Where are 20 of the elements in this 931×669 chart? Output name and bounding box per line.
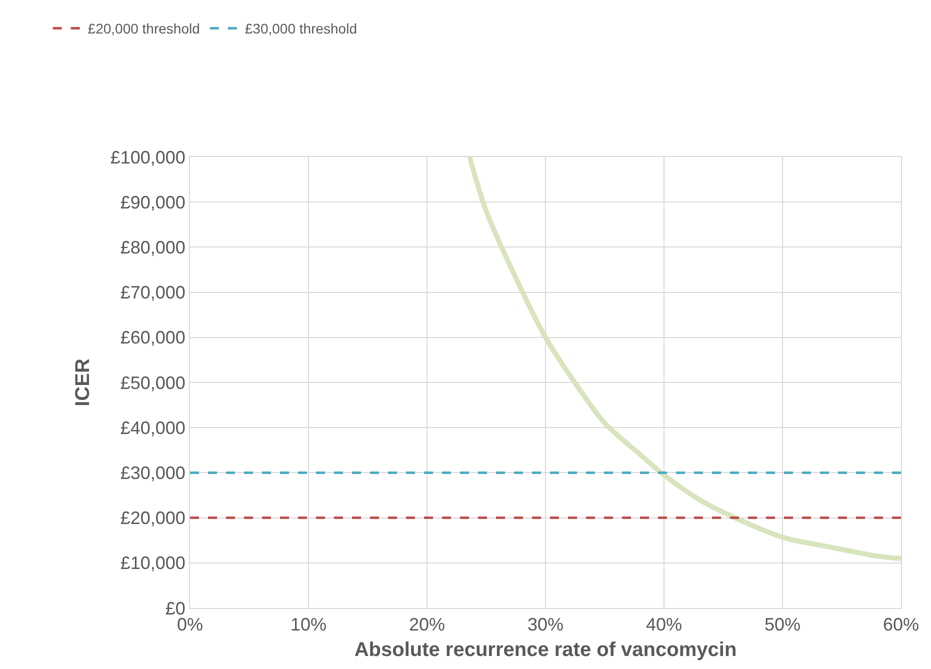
- y-tick-label: £10,000: [120, 553, 186, 574]
- legend-label: £30,000 threshold: [244, 20, 357, 37]
- y-tick-label: £30,000: [120, 463, 186, 483]
- x-tick-label: 10%: [290, 614, 327, 635]
- x-tick-label: 60%: [882, 614, 920, 635]
- y-tick-label: £40,000: [120, 418, 186, 438]
- legend-label: £20,000 threshold: [88, 20, 200, 37]
- x-axis-title: Absolute recurrence rate of vancomycin: [354, 639, 737, 662]
- y-tick-label: £100,000: [110, 147, 186, 168]
- y-tick-label: £80,000: [120, 238, 186, 258]
- x-tick-label: 30%: [527, 614, 564, 635]
- y-tick-label: £70,000: [120, 282, 186, 303]
- x-tick-label: 50%: [764, 614, 801, 635]
- x-tick-label: 40%: [646, 614, 682, 635]
- y-axis-title: ICER: [72, 358, 94, 406]
- y-tick-label: £90,000: [120, 192, 186, 212]
- y-tick-label: £20,000: [120, 508, 186, 528]
- y-tick-label: £50,000: [120, 372, 186, 393]
- x-tick-label: 20%: [408, 614, 446, 635]
- y-tick-label: £60,000: [120, 328, 186, 348]
